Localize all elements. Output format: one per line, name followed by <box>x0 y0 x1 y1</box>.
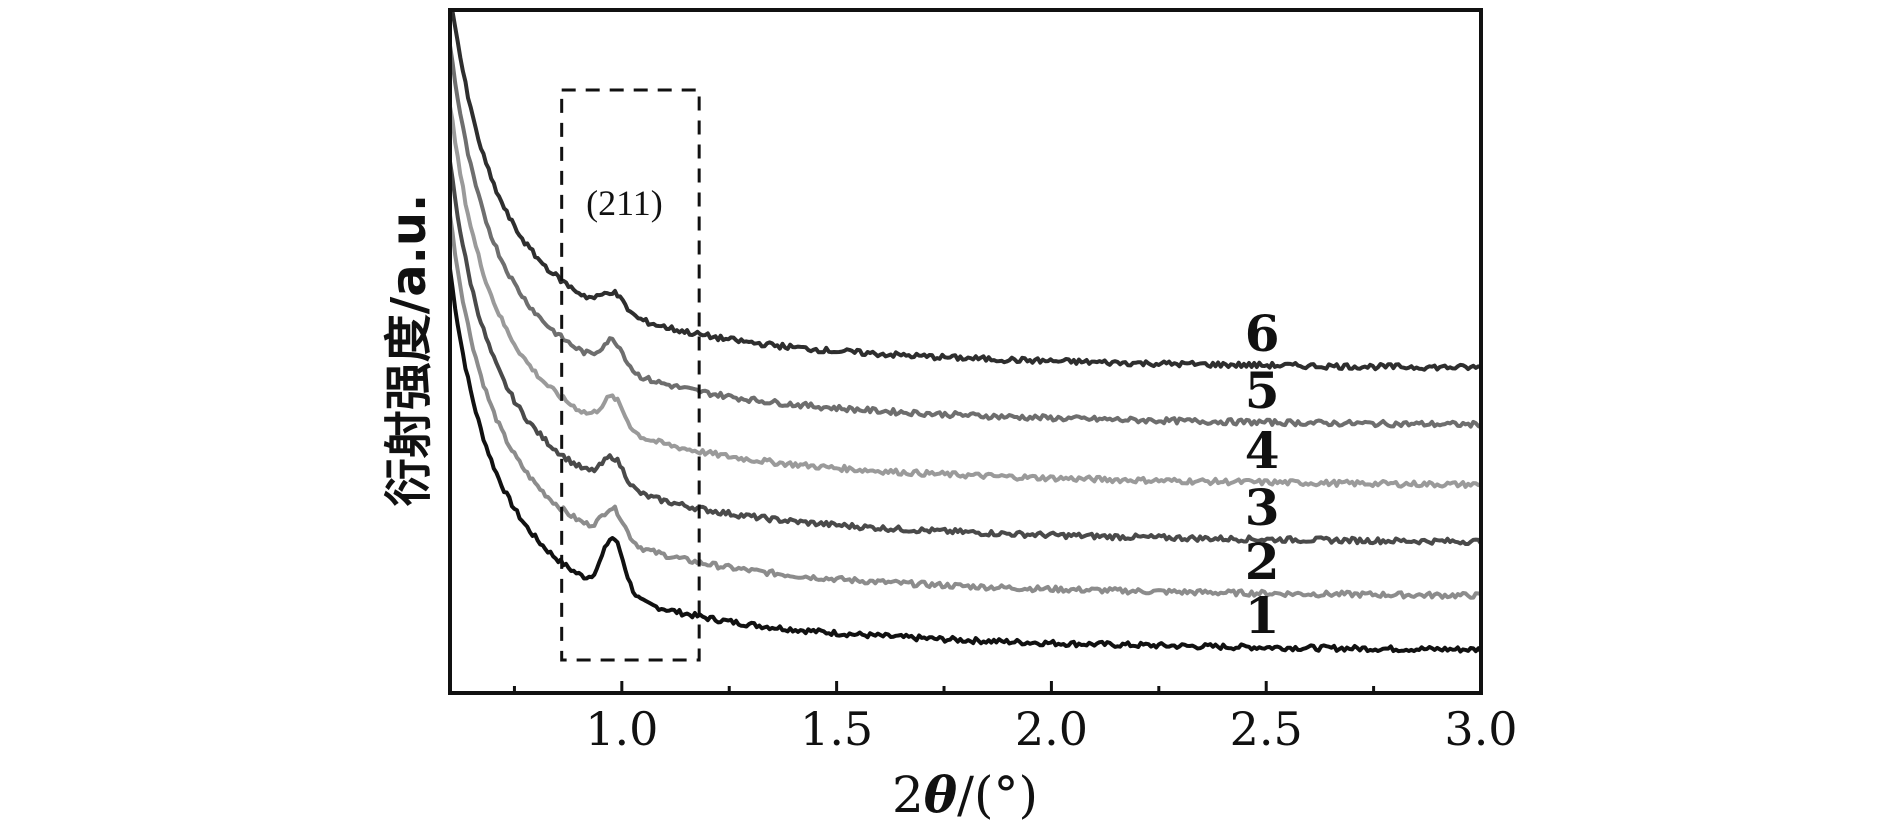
series-label-3: 3 <box>1245 478 1280 537</box>
x-axis-title-prefix: 2 <box>892 766 924 824</box>
series-label-1: 1 <box>1245 586 1280 645</box>
x-ticks: 1.0 1.5 2.0 2.5 3.0 <box>512 681 1518 756</box>
y-axis-title: 衍射强度/a.u. <box>381 194 437 507</box>
annotation-label: (211) <box>586 183 663 223</box>
x-axis-title: 2θ/(°) <box>892 765 1038 824</box>
series-line-6 <box>450 10 1482 372</box>
x-tick-label: 2.5 <box>1230 702 1303 756</box>
annotation-box <box>560 88 701 662</box>
plot-frame <box>448 8 1483 695</box>
x-tick-label: 1.0 <box>585 702 658 756</box>
series-label-2: 2 <box>1245 532 1280 591</box>
series-line-4 <box>448 106 1482 489</box>
series-line-2 <box>448 214 1482 600</box>
series-line-5 <box>448 45 1482 430</box>
series-label-4: 4 <box>1245 421 1280 480</box>
x-tick-label: 3.0 <box>1444 702 1517 756</box>
series-label-5: 5 <box>1245 361 1280 420</box>
series-line-1 <box>448 268 1483 654</box>
x-tick-label: 1.5 <box>800 702 873 756</box>
x-tick-label: 2.0 <box>1015 702 1088 756</box>
series-line-3 <box>448 161 1483 546</box>
series-label-6: 6 <box>1245 304 1280 363</box>
series-group <box>448 10 1483 654</box>
x-axis-title-symbol: θ <box>924 765 958 824</box>
x-axis-title-unit: /(°) <box>957 766 1038 824</box>
